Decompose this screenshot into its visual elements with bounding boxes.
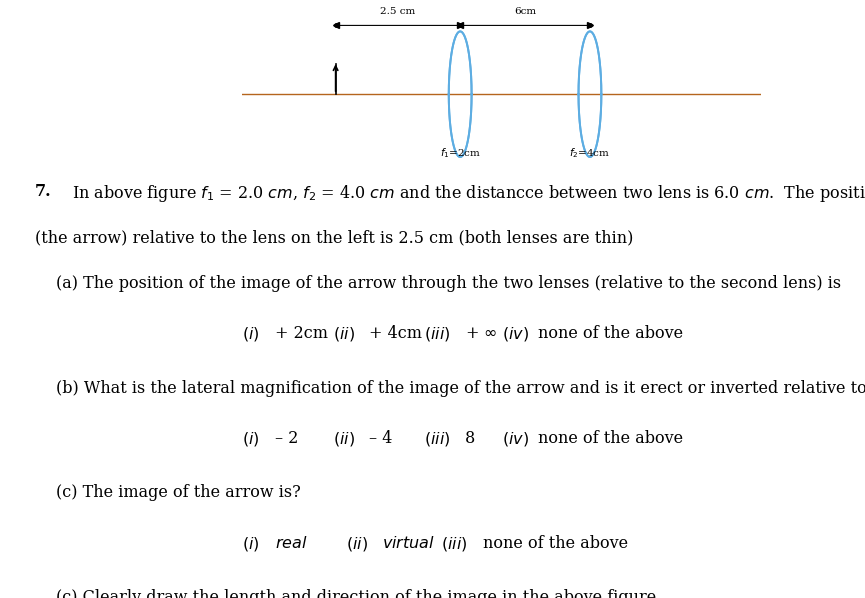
Text: $(ii)$: $(ii)$ xyxy=(346,535,368,553)
Text: (c) The image of the arrow is?: (c) The image of the arrow is? xyxy=(56,484,301,502)
Text: (c) Clearly draw the length and direction of the image in the above figure.: (c) Clearly draw the length and directio… xyxy=(56,589,662,598)
Text: (b) What is the lateral magnification of the image of the arrow and is it erect : (b) What is the lateral magnification of… xyxy=(56,380,865,396)
Text: $(iv)$: $(iv)$ xyxy=(502,430,529,448)
Text: In above figure $f_1$ = 2.0 $cm$, $f_2$ = 4.0 $cm$ and the distancce between two: In above figure $f_1$ = 2.0 $cm$, $f_2$ … xyxy=(62,184,865,205)
Text: $(i)$: $(i)$ xyxy=(242,535,260,553)
Text: – 4: – 4 xyxy=(369,430,393,447)
Text: none of the above: none of the above xyxy=(538,430,683,447)
Text: + $\infty$: + $\infty$ xyxy=(465,325,497,342)
Text: 8: 8 xyxy=(465,430,476,447)
Text: + 4cm: + 4cm xyxy=(369,325,422,342)
Text: $(iv)$: $(iv)$ xyxy=(502,325,529,343)
Text: (a) The position of the image of the arrow through the two lenses (relative to t: (a) The position of the image of the arr… xyxy=(56,275,842,292)
Text: $(ii)$: $(ii)$ xyxy=(333,325,355,343)
Text: none of the above: none of the above xyxy=(538,325,683,342)
Text: 6cm: 6cm xyxy=(514,7,536,17)
Text: none of the above: none of the above xyxy=(483,535,628,552)
Text: – 2: – 2 xyxy=(275,430,298,447)
Text: $(iii)$: $(iii)$ xyxy=(424,325,451,343)
Text: 2.5 cm: 2.5 cm xyxy=(381,7,415,17)
Text: $f_2$=4cm: $f_2$=4cm xyxy=(569,146,611,160)
Text: 7.: 7. xyxy=(35,184,51,200)
Text: $(ii)$: $(ii)$ xyxy=(333,430,355,448)
Text: $(iii)$: $(iii)$ xyxy=(424,430,451,448)
Text: $(i)$: $(i)$ xyxy=(242,430,260,448)
Text: $f_1$=2cm: $f_1$=2cm xyxy=(439,146,481,160)
Text: (the arrow) relative to the lens on the left is 2.5 cm (both lenses are thin): (the arrow) relative to the lens on the … xyxy=(35,229,633,246)
Text: $real$: $real$ xyxy=(275,535,308,552)
Text: $(iii)$: $(iii)$ xyxy=(441,535,468,553)
Text: $(i)$: $(i)$ xyxy=(242,325,260,343)
Text: + 2cm: + 2cm xyxy=(275,325,328,342)
Text: $virtual$: $virtual$ xyxy=(382,535,435,552)
